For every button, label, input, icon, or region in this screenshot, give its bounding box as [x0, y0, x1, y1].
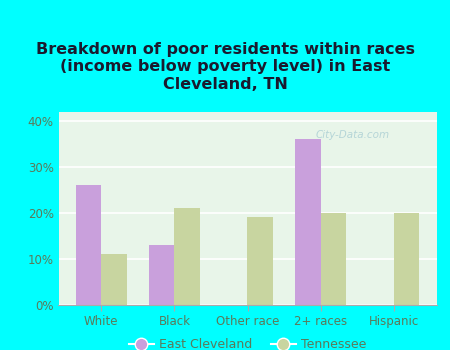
Bar	[320, 213, 346, 304]
Bar	[175, 208, 200, 304]
Bar	[149, 245, 175, 304]
Bar	[101, 254, 127, 304]
Text: Breakdown of poor residents within races
(income below poverty level) in East
Cl: Breakdown of poor residents within races…	[36, 42, 414, 92]
Bar	[76, 186, 101, 304]
Bar	[394, 213, 419, 304]
Bar	[248, 217, 273, 304]
Text: City-Data.com: City-Data.com	[315, 130, 390, 140]
Bar	[295, 140, 320, 304]
Legend: East Cleveland, Tennessee: East Cleveland, Tennessee	[124, 333, 371, 350]
